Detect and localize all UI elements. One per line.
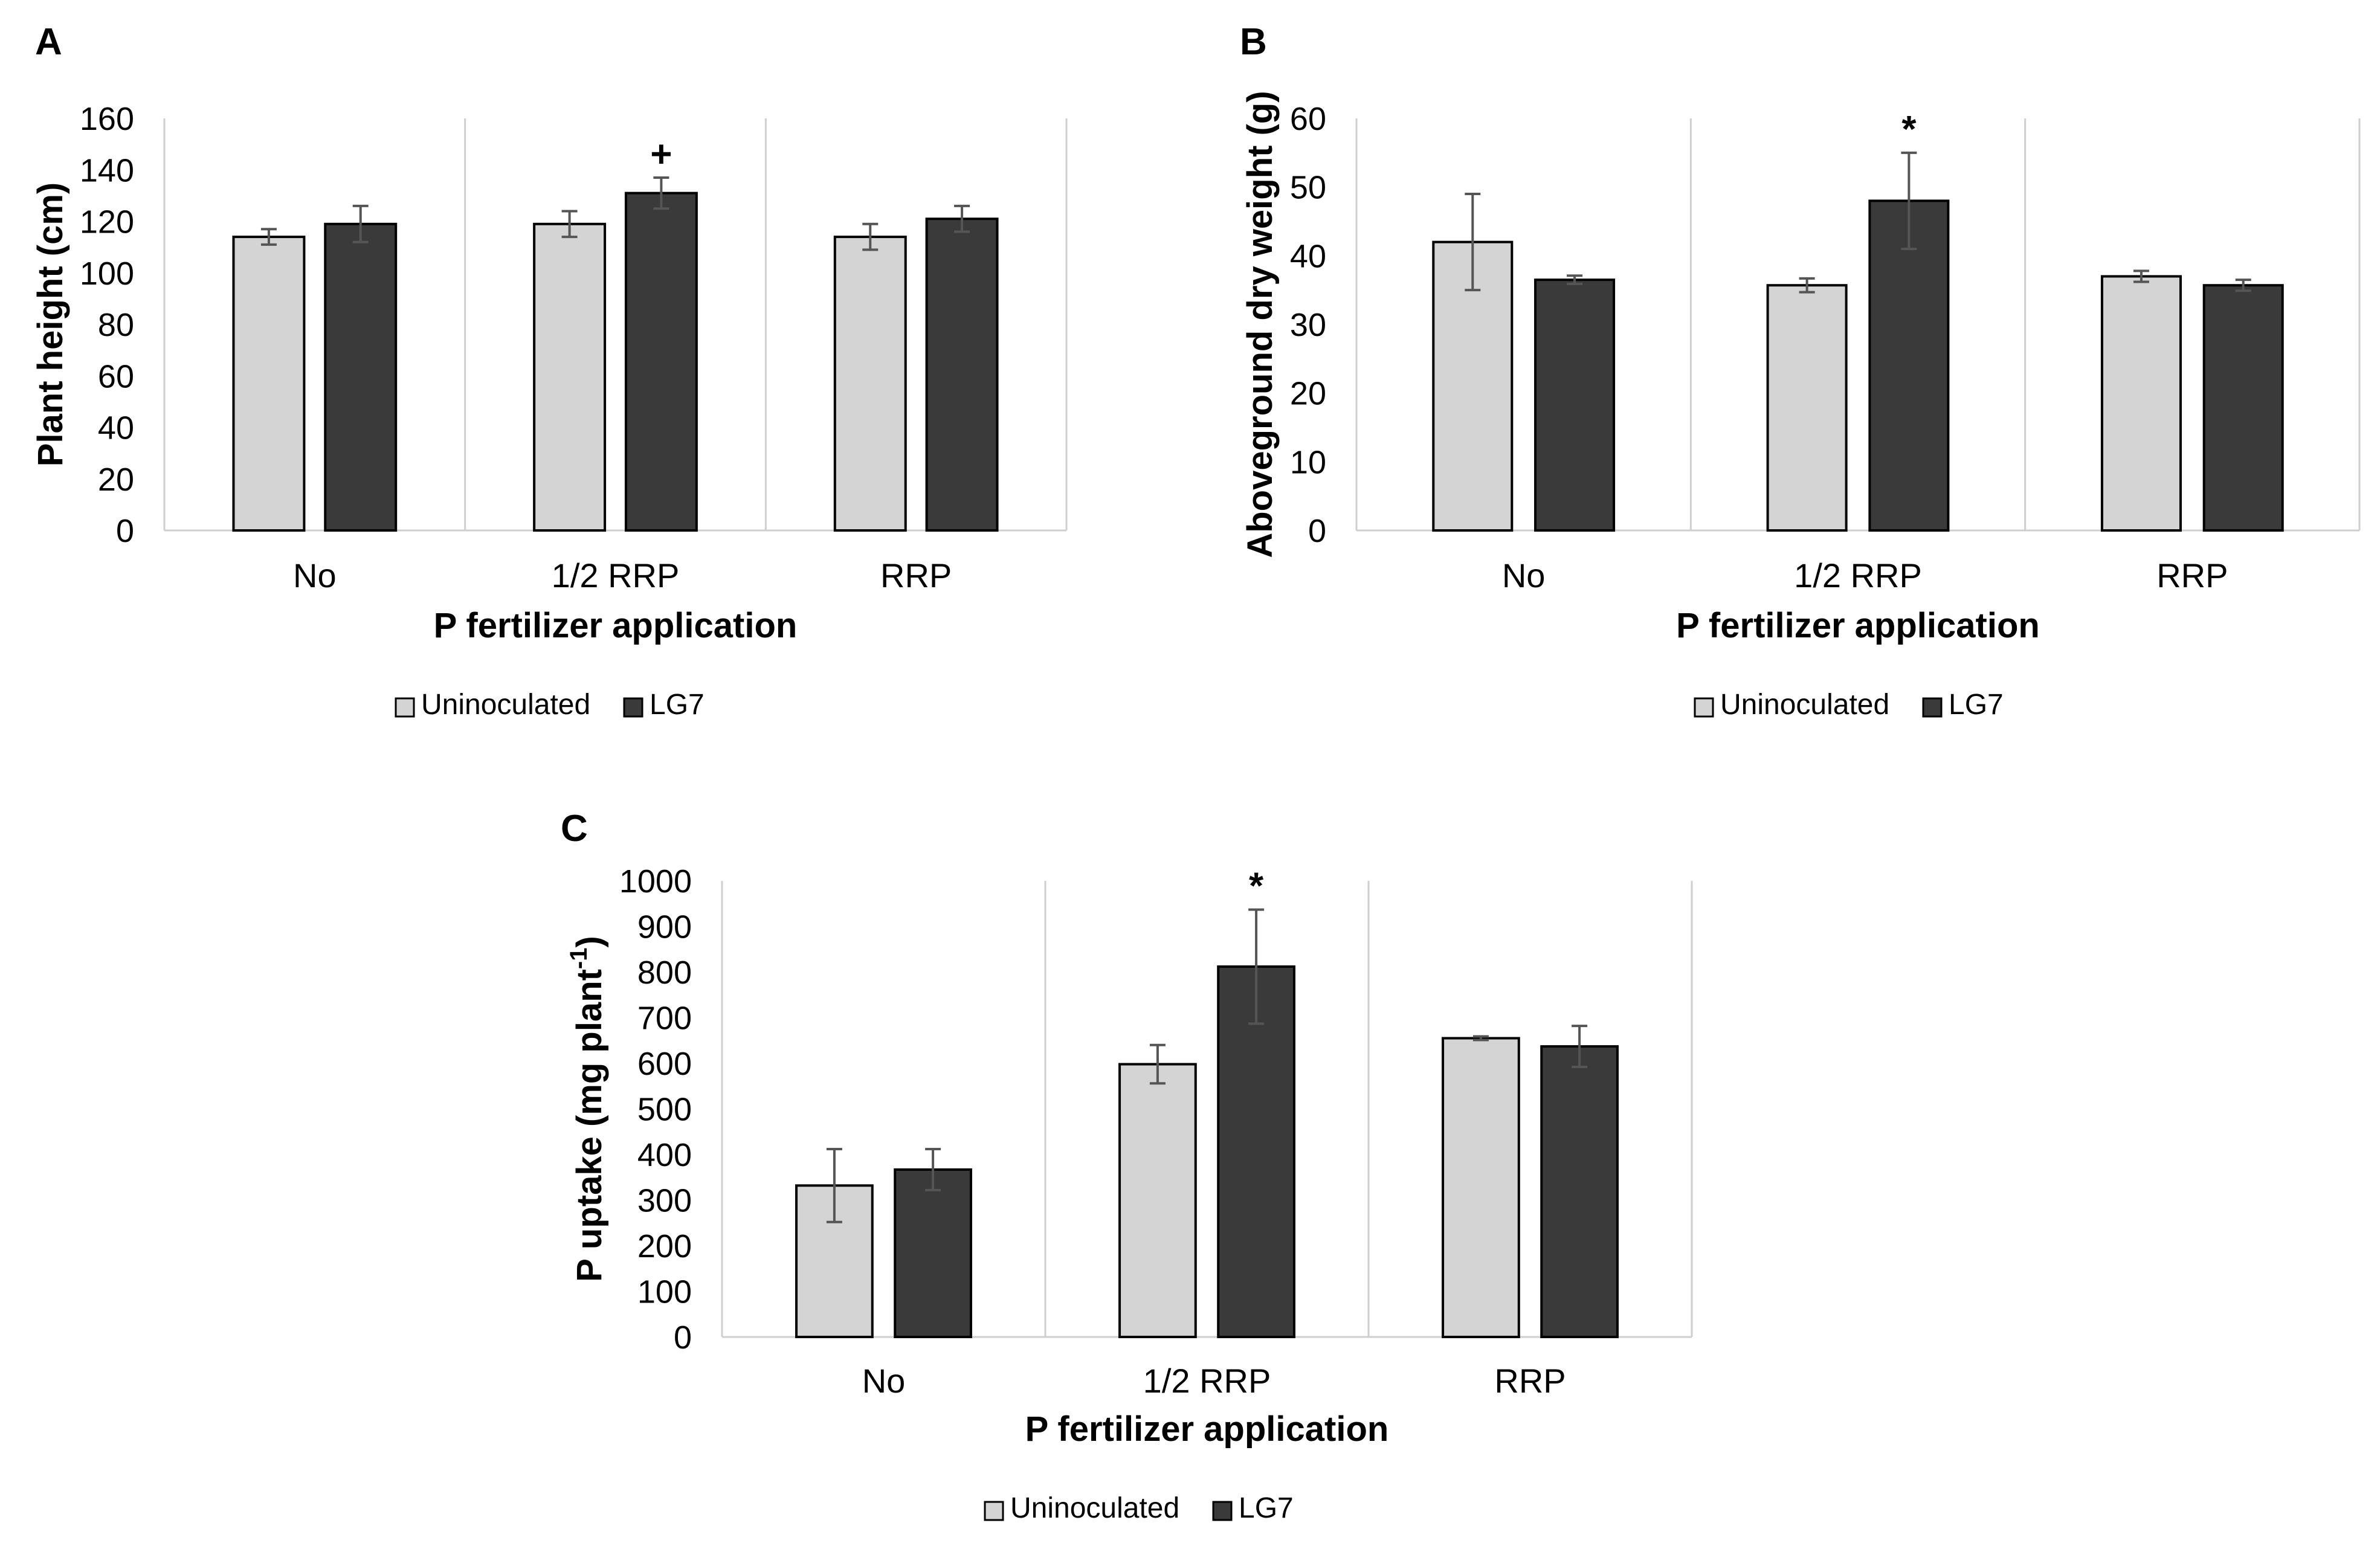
bar-lg7 <box>2202 284 2284 532</box>
legend-swatch-uninoculated <box>984 1501 1004 1521</box>
legend-label: Uninoculated <box>421 689 590 721</box>
y-tick-label: 0 <box>1308 513 1326 549</box>
significance-marker: + <box>650 134 672 175</box>
y-tick-label: 100 <box>637 1274 692 1310</box>
x-category-label: RRP <box>880 556 952 594</box>
legend-label: Uninoculated <box>1010 1492 1179 1524</box>
significance-marker: * <box>1249 866 1264 907</box>
x-category-label: No <box>293 556 337 594</box>
y-tick-label: 300 <box>637 1183 692 1219</box>
y-tick-label: 500 <box>637 1092 692 1128</box>
x-category-label: No <box>862 1362 906 1400</box>
bar-lg7 <box>925 217 999 532</box>
y-tick-label: 40 <box>1290 238 1326 274</box>
y-tick-label: 1000 <box>619 863 692 900</box>
legend-swatch-lg7 <box>1212 1501 1233 1521</box>
y-axis-title: Aboveground dry weight (g) <box>1240 91 1280 558</box>
y-tick-label: 60 <box>98 358 134 395</box>
y-axis-title-text: Aboveground dry weight (g) <box>1240 91 1280 558</box>
x-category-label: No <box>1502 556 1546 594</box>
y-tick-label: 900 <box>637 909 692 945</box>
y-axis-title: Plant height (cm) <box>31 182 70 466</box>
legend-label: LG7 <box>1239 1492 1294 1524</box>
legend-swatch-lg7 <box>1922 697 1943 718</box>
y-tick-label: 140 <box>80 152 134 188</box>
bar-lg7 <box>894 1168 972 1339</box>
y-tick-label: 0 <box>116 513 134 549</box>
y-tick-label: 60 <box>1290 101 1326 137</box>
bar-lg7 <box>624 192 698 532</box>
y-tick-label: 200 <box>637 1228 692 1264</box>
y-axis-title-text: Plant height (cm) <box>31 182 70 466</box>
x-category-label: 1/2 RRP <box>1143 1362 1271 1400</box>
y-tick-label: 40 <box>98 410 134 446</box>
bar-lg7 <box>1868 199 1950 532</box>
y-tick-label: 0 <box>674 1319 692 1356</box>
panel-letter: A <box>35 21 62 63</box>
y-axis-title-suffix: ) <box>570 936 609 947</box>
bar-uninoculated <box>833 236 907 532</box>
panel-b-chart: B 0 10 20 30 40 50 60 No * 1/2 RRP RRP P fertilizer … <box>1240 21 2361 721</box>
x-axis-title: P fertilizer application <box>1025 1409 1389 1449</box>
y-tick-label: 20 <box>1290 376 1326 412</box>
panel-c-chart: C 0 100 200 300 400 500 600 700 800 900 1000 No * 1/2 … <box>561 808 1693 1524</box>
y-tick-label: 600 <box>637 1046 692 1082</box>
x-category-label: RRP <box>2156 556 2228 594</box>
significance-marker: * <box>1901 109 1917 150</box>
bar-uninoculated <box>232 236 306 532</box>
y-tick-label: 800 <box>637 955 692 991</box>
y-tick-label: 400 <box>637 1137 692 1173</box>
bar-lg7 <box>1540 1045 1619 1338</box>
y-tick-label: 10 <box>1290 444 1326 480</box>
bar-uninoculated <box>2100 275 2182 532</box>
legend: Uninoculated LG7 <box>984 1492 1294 1524</box>
y-tick-label: 80 <box>98 307 134 343</box>
legend-swatch-uninoculated <box>395 697 415 718</box>
legend-swatch-uninoculated <box>1694 697 1714 718</box>
bar-uninoculated <box>1442 1037 1520 1338</box>
y-tick-label: 50 <box>1290 170 1326 206</box>
y-tick-label: 160 <box>80 101 134 137</box>
bar-lg7 <box>324 222 398 532</box>
bar-uninoculated <box>1118 1063 1197 1338</box>
legend-label: LG7 <box>1949 689 2004 721</box>
bar-uninoculated <box>533 222 607 532</box>
x-axis-title: P fertilizer application <box>434 606 798 645</box>
x-axis-title: P fertilizer application <box>1676 606 2040 645</box>
bar-uninoculated <box>1766 284 1848 532</box>
y-tick-label: 120 <box>80 204 134 240</box>
legend-label: LG7 <box>650 689 705 721</box>
y-tick-label: 20 <box>98 462 134 498</box>
panel-letter: C <box>561 808 588 849</box>
legend: Uninoculated LG7 <box>395 689 705 721</box>
panel-a-chart: A 0 20 40 60 80 100 120 140 160 No +1/2 RRP RRP P fer… <box>31 21 1068 721</box>
y-axis-title-text: P uptake (mg plant <box>570 969 609 1282</box>
y-tick-label: 700 <box>637 1000 692 1037</box>
y-axis-title-superscript: -1 <box>566 947 592 969</box>
legend: Uninoculated LG7 <box>1694 689 2004 721</box>
panel-letter: B <box>1240 21 1267 63</box>
x-category-label: 1/2 RRP <box>1794 556 1922 594</box>
x-category-label: RRP <box>1494 1362 1566 1400</box>
x-category-label: 1/2 RRP <box>552 556 680 594</box>
legend-label: Uninoculated <box>1720 689 1889 721</box>
y-tick-label: 100 <box>80 256 134 292</box>
bar-lg7 <box>1534 279 1616 532</box>
y-tick-label: 30 <box>1290 307 1326 343</box>
legend-swatch-lg7 <box>623 697 643 718</box>
y-axis-title: P uptake (mg plant-1) <box>566 936 610 1282</box>
